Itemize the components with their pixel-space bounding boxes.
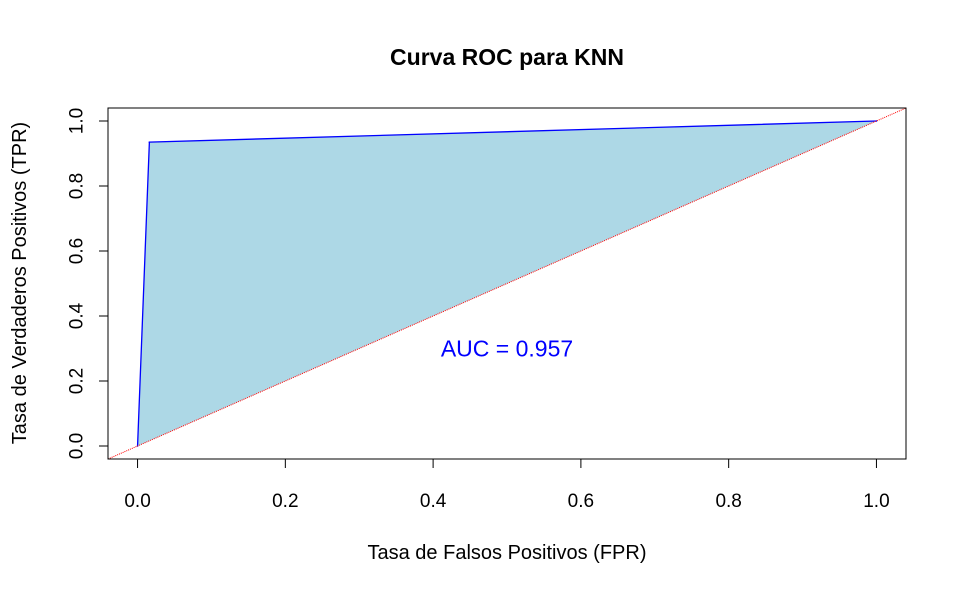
x-axis-label: Tasa de Falsos Positivos (FPR) (368, 542, 647, 564)
reference-diagonal-line (107, 107, 907, 460)
y-axis: 0.0 0.2 0.4 0.6 0.8 1.0 (67, 108, 109, 459)
auc-annotation: AUC = 0.957 (441, 336, 573, 362)
roc-point (148, 141, 151, 143)
x-tick-label: 1.0 (863, 491, 889, 512)
x-tick-label: 0.8 (715, 491, 741, 512)
chart-title: Curva ROC para KNN (390, 44, 624, 70)
y-tick-label: 0.4 (67, 302, 88, 329)
y-tick-label: 0.0 (67, 433, 88, 459)
x-tick-label: 0.4 (420, 491, 447, 512)
x-tick-label: 0.2 (272, 491, 298, 512)
y-axis-label: Tasa de Verdaderos Positivos (TPR) (9, 122, 31, 444)
plot-area: AUC = 0.957 (107, 107, 907, 460)
x-tick-label: 0.6 (568, 491, 594, 512)
y-tick-label: 0.6 (67, 238, 88, 264)
x-axis: 0.0 0.2 0.4 0.6 0.8 1.0 (124, 458, 890, 512)
y-tick-label: 1.0 (67, 108, 88, 134)
y-tick-label: 0.8 (67, 173, 88, 199)
x-tick-label: 0.0 (124, 491, 150, 512)
y-tick-label: 0.2 (67, 368, 88, 394)
